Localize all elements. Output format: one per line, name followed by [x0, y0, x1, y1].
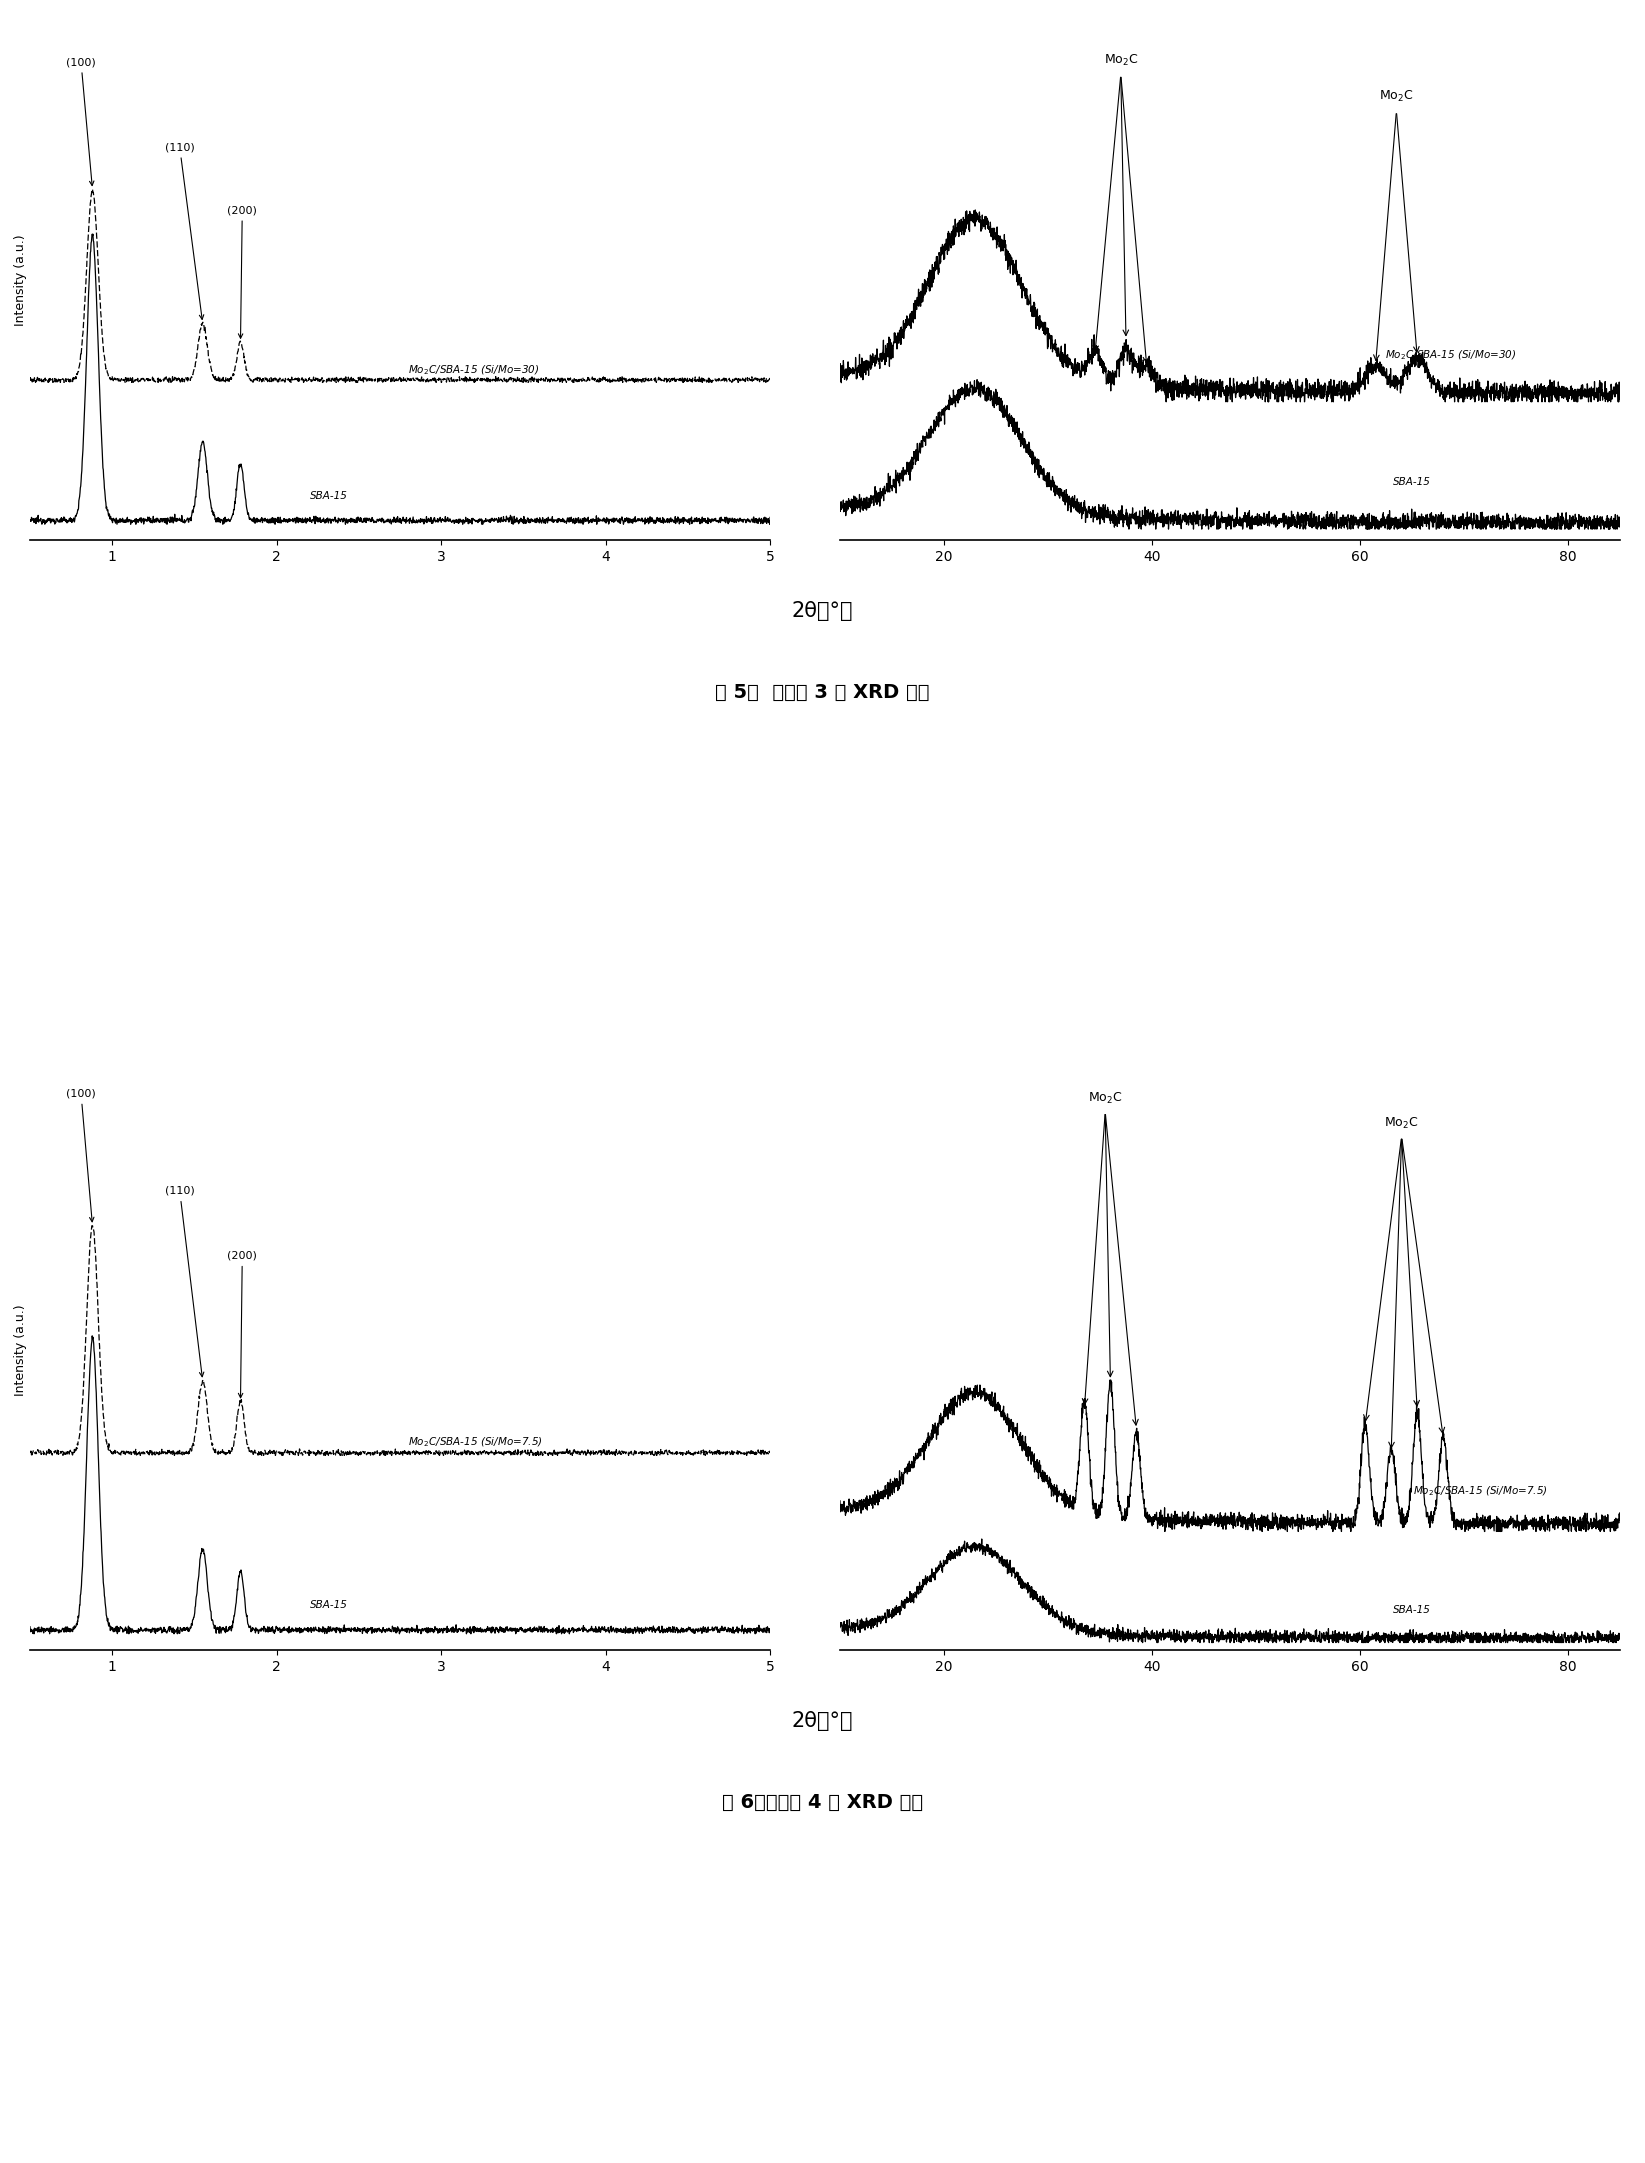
Text: (110): (110)	[164, 143, 204, 320]
Text: (100): (100)	[66, 56, 95, 186]
Text: Mo$_2$C/SBA-15 (Si/Mo=30): Mo$_2$C/SBA-15 (Si/Mo=30)	[408, 363, 540, 376]
Text: 2θ（°）: 2θ（°）	[791, 601, 854, 621]
Text: Mo$_2$C/SBA-15 (Si/Mo=30): Mo$_2$C/SBA-15 (Si/Mo=30)	[1385, 348, 1517, 361]
Y-axis label: Intensity (a.u.): Intensity (a.u.)	[15, 234, 28, 327]
Text: Mo$_2$C: Mo$_2$C	[1379, 89, 1413, 104]
Text: (100): (100)	[66, 1088, 95, 1222]
Text: 2θ（°）: 2θ（°）	[791, 1711, 854, 1730]
Text: (110): (110)	[164, 1185, 204, 1376]
Text: SBA-15: SBA-15	[1393, 478, 1431, 487]
Text: Mo$_2$C: Mo$_2$C	[1087, 1090, 1122, 1105]
Text: SBA-15: SBA-15	[1393, 1605, 1431, 1616]
Text: Mo$_2$C/SBA-15 (Si/Mo=7.5): Mo$_2$C/SBA-15 (Si/Mo=7.5)	[1413, 1484, 1548, 1499]
Text: Mo$_2$C: Mo$_2$C	[1104, 52, 1138, 67]
Text: (200): (200)	[227, 1250, 257, 1397]
Text: 图 6：实施例 4 的 XRD 谱图: 图 6：实施例 4 的 XRD 谱图	[722, 1793, 923, 1813]
Text: Mo$_2$C/SBA-15 (Si/Mo=7.5): Mo$_2$C/SBA-15 (Si/Mo=7.5)	[408, 1436, 543, 1449]
Text: (200): (200)	[227, 205, 257, 337]
Text: SBA-15: SBA-15	[309, 1601, 347, 1609]
Text: Mo$_2$C: Mo$_2$C	[1385, 1116, 1420, 1131]
Text: 图 5：  实施例 3 的 XRD 谱图: 图 5： 实施例 3 的 XRD 谱图	[716, 684, 929, 701]
Text: SBA-15: SBA-15	[309, 491, 347, 502]
Y-axis label: Intensity (a.u.): Intensity (a.u.)	[15, 1304, 28, 1395]
